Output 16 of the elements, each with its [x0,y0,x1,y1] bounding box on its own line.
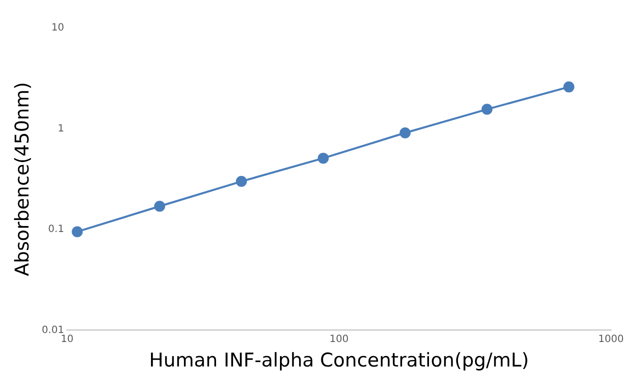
point [318,152,329,164]
point [400,127,411,138]
y-axis-title: Absorbence(450nm) [11,82,34,276]
point [154,200,166,212]
point [236,176,247,187]
x-tick-label: 1000 [598,334,624,345]
x-tick-label: 100 [329,334,349,345]
x-axis-title: Human INF-alpha Concentration(pg/mL) [149,350,529,372]
point [563,81,574,92]
y-tick-label: 1 [58,123,64,134]
point [482,104,492,115]
y-tick-label: 10 [51,22,64,34]
y-tick-label: 0.01 [42,324,64,336]
y-tick-label: 0.1 [48,224,64,236]
x-tick-label: 10 [60,334,74,345]
point [72,226,83,238]
